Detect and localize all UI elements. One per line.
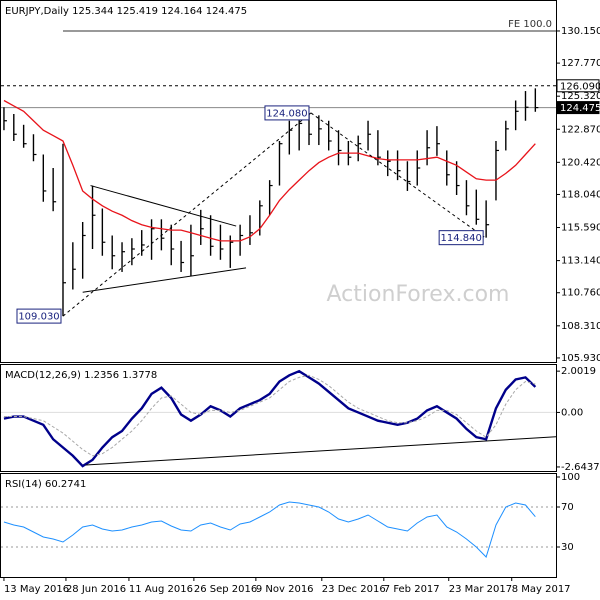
y-tick-label: 130.150 <box>561 26 600 37</box>
callout-box <box>16 308 62 324</box>
y-tick-label: 30 <box>561 542 574 553</box>
series-line <box>3 99 536 242</box>
x-tick-label: 23 Dec 2016 <box>322 584 386 595</box>
y-tick-label: -2.6437 <box>561 462 600 473</box>
y-tick-label: 115.590 <box>561 223 600 234</box>
callout-label: 109.030 <box>18 312 59 323</box>
watermark: ActionForex.com <box>327 282 510 307</box>
rsi-panel <box>0 473 557 578</box>
y-tick-label: 120.420 <box>561 157 600 168</box>
price-panel <box>0 0 557 363</box>
panel-title: RSI(14) 60.2741 <box>5 479 86 490</box>
y-tick-label: 122.870 <box>561 124 600 135</box>
x-tick-label: 26 Sep 2016 <box>194 584 257 595</box>
x-tick-label: 9 Nov 2016 <box>256 584 314 595</box>
series-line <box>3 501 536 558</box>
x-tick-label: 28 Jun 2016 <box>66 584 126 595</box>
y-tick-label: 110.760 <box>561 288 600 299</box>
callout-box <box>438 230 484 246</box>
callout-label: 124.080 <box>266 108 307 119</box>
x-tick-label: 8 May 2017 <box>512 584 571 595</box>
y-tick-label: 125.320 <box>561 91 600 102</box>
series-line <box>3 369 537 468</box>
level-box <box>556 101 600 115</box>
level-label: 124.475 <box>560 103 600 114</box>
series-line <box>3 374 536 457</box>
y-tick-label: 118.040 <box>561 189 600 200</box>
fe-label: FE 100.0 <box>508 19 552 30</box>
y-tick-label: 108.310 <box>561 321 600 332</box>
y-tick-label: 0.00 <box>561 407 583 418</box>
x-tick-label: 13 May 2016 <box>4 584 69 595</box>
trend-line <box>85 436 557 466</box>
y-tick-label: 2.0019 <box>561 366 596 377</box>
y-tick-label: 113.140 <box>561 256 600 267</box>
callout-box <box>264 105 310 121</box>
x-tick-label: 7 Feb 2017 <box>384 584 440 595</box>
callout-label: 114.840 <box>440 233 481 244</box>
panel-title: MACD(12,26,9) 1.2356 1.3778 <box>5 370 157 381</box>
trend-line <box>82 267 247 293</box>
level-label: 126.090 <box>560 81 600 92</box>
x-tick-label: 23 Mar 2017 <box>449 584 512 595</box>
level-box <box>556 79 600 93</box>
y-tick-label: 100 <box>561 472 580 483</box>
y-tick-label: 127.770 <box>561 58 600 69</box>
macd-panel <box>0 364 557 472</box>
panel-title: EURJPY,Daily 125.344 125.419 124.164 124… <box>5 6 247 17</box>
x-tick-label: 11 Aug 2016 <box>129 584 193 595</box>
y-tick-label: 105.930 <box>561 353 600 364</box>
y-tick-label: 70 <box>561 502 574 513</box>
trend-line <box>62 112 312 317</box>
trend-line <box>90 185 237 227</box>
